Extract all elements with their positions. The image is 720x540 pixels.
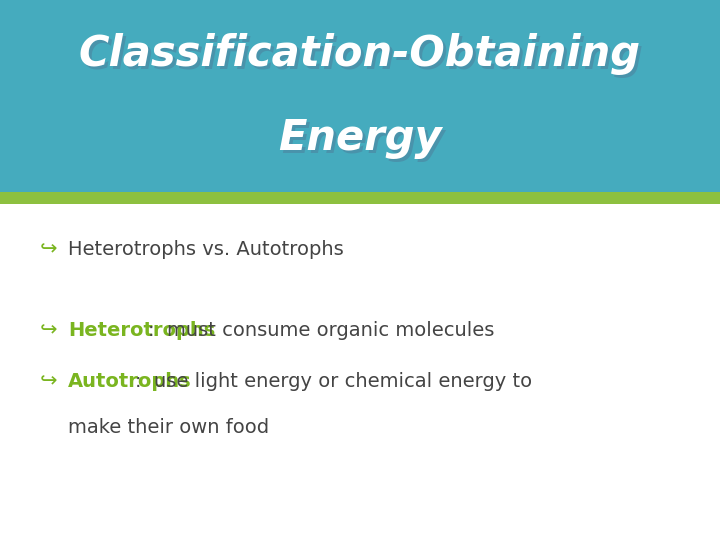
Text: Autotrophs: Autotrophs: [68, 372, 192, 391]
Bar: [0, 192, 720, 204]
Text: make their own food: make their own food: [68, 418, 269, 437]
Text: :  use light energy or chemical energy to: : use light energy or chemical energy to: [135, 372, 532, 391]
Text: Energy: Energy: [281, 120, 445, 162]
Bar: [0, 0, 720, 192]
Text: ↪: ↪: [40, 239, 57, 260]
Text: Heterotrophs: Heterotrophs: [68, 321, 216, 340]
Text: Classification-Obtaining: Classification-Obtaining: [82, 36, 644, 78]
Text: ↪: ↪: [40, 372, 57, 392]
Text: Energy: Energy: [278, 117, 442, 159]
Text: :  must consume organic molecules: : must consume organic molecules: [148, 321, 494, 340]
Text: ↪: ↪: [40, 320, 57, 341]
Text: Classification-Obtaining: Classification-Obtaining: [79, 33, 641, 75]
Text: Heterotrophs vs. Autotrophs: Heterotrophs vs. Autotrophs: [68, 240, 344, 259]
